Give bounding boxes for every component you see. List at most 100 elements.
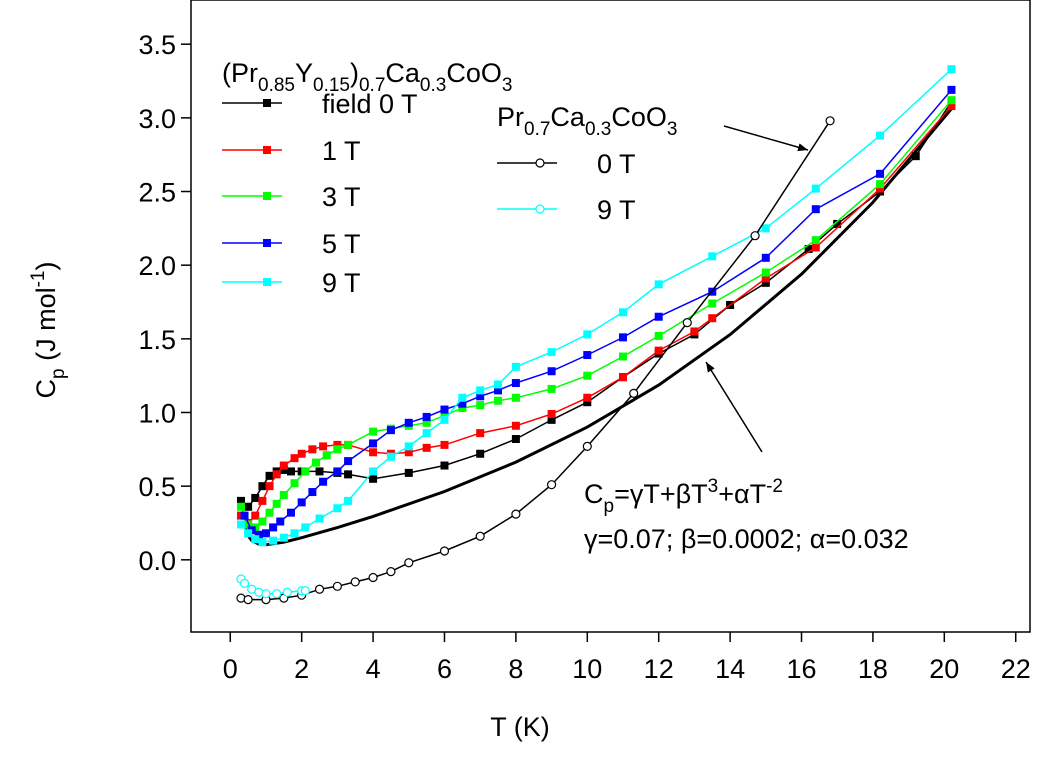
data-point	[761, 278, 770, 287]
legend-marker	[263, 99, 271, 107]
text-part: =γT+βT	[614, 479, 708, 509]
data-point	[494, 380, 503, 389]
x-tick-label: 16	[786, 654, 816, 684]
text-part: -2	[766, 476, 783, 497]
data-point	[439, 546, 450, 556]
data-point	[386, 452, 395, 461]
text-part: 0.3	[585, 119, 611, 140]
data-point	[618, 308, 627, 317]
data-point	[476, 449, 485, 458]
text-part: Y	[295, 58, 313, 88]
data-point	[272, 589, 282, 599]
data-point	[547, 415, 556, 424]
fit-formula: Cp=γT+βT3+αT-2	[584, 476, 783, 517]
data-point	[404, 468, 413, 477]
data-point	[583, 371, 592, 380]
data-point	[811, 205, 820, 214]
y-tick-label: 0.5	[138, 472, 176, 502]
annotation-arrow	[723, 125, 809, 152]
legend-label: 9 T	[322, 268, 361, 298]
data-point	[750, 231, 760, 241]
text-part: 3	[667, 119, 678, 140]
text-part: CoO	[611, 102, 667, 132]
data-point	[258, 517, 267, 526]
data-point	[682, 318, 692, 328]
text-part: 3	[708, 476, 719, 497]
legend-label: 9 T	[597, 195, 636, 225]
data-point	[269, 536, 278, 545]
data-point	[251, 511, 260, 520]
y-tick-label: 3.5	[138, 30, 176, 60]
y-tick-label: 2.0	[138, 251, 176, 281]
x-tick-label: 12	[644, 654, 674, 684]
data-point	[654, 280, 663, 289]
data-point	[911, 152, 920, 161]
x-tick-label: 6	[437, 654, 452, 684]
data-point	[947, 102, 956, 111]
data-point	[708, 299, 717, 308]
data-point	[475, 531, 485, 541]
data-point	[494, 396, 503, 405]
data-point	[947, 65, 956, 74]
data-point	[236, 520, 245, 529]
data-point	[458, 404, 467, 413]
text-part: +αT	[718, 479, 766, 509]
x-tick-label: 14	[715, 654, 745, 684]
legend-marker	[263, 239, 271, 247]
data-point	[511, 435, 520, 444]
data-point	[947, 85, 956, 94]
data-point	[333, 440, 342, 449]
data-point	[404, 418, 413, 427]
text-part: p	[48, 368, 69, 379]
data-point	[618, 333, 627, 342]
data-point	[297, 498, 306, 507]
data-point	[618, 373, 627, 382]
data-point	[825, 116, 835, 126]
data-point	[761, 268, 770, 277]
data-point	[333, 445, 342, 454]
data-point	[511, 393, 520, 402]
data-point	[265, 471, 274, 480]
data-point	[254, 530, 263, 539]
text-part: p	[604, 496, 615, 517]
data-point	[301, 523, 310, 532]
data-point	[251, 493, 260, 502]
y-tick-label: 1.5	[138, 325, 176, 355]
data-point	[458, 399, 467, 408]
data-point	[422, 443, 431, 452]
data-point	[261, 529, 270, 538]
data-point	[511, 509, 521, 519]
text-part: Pr	[497, 102, 524, 132]
data-point	[404, 448, 413, 457]
data-point	[308, 488, 317, 497]
text-part: C	[584, 479, 604, 509]
legend-title: Pr0.7Ca0.3CoO3	[497, 102, 677, 140]
data-point	[583, 330, 592, 339]
data-point	[244, 529, 253, 538]
text-part: CoO	[446, 58, 502, 88]
data-point	[440, 415, 449, 424]
data-point	[369, 427, 378, 436]
text-part: (J mol	[31, 287, 61, 368]
legend-label: 3 T	[322, 182, 361, 212]
data-point	[236, 502, 245, 511]
data-point	[618, 352, 627, 361]
data-point	[811, 236, 820, 245]
text-part: Ca	[550, 102, 585, 132]
data-point	[476, 429, 485, 438]
data-point	[476, 401, 485, 410]
data-point	[315, 467, 324, 476]
y-tick-label: 3.0	[138, 104, 176, 134]
data-point	[583, 398, 592, 407]
data-point	[654, 312, 663, 321]
data-point	[876, 180, 885, 189]
text-part: 3	[502, 75, 513, 96]
data-point	[876, 131, 885, 140]
legend-label: 0 T	[597, 149, 636, 179]
data-point	[244, 502, 253, 511]
data-point	[476, 392, 485, 401]
text-part: 0.3	[420, 75, 446, 96]
data-point	[251, 535, 260, 544]
data-point	[369, 467, 378, 476]
data-point	[258, 538, 267, 547]
